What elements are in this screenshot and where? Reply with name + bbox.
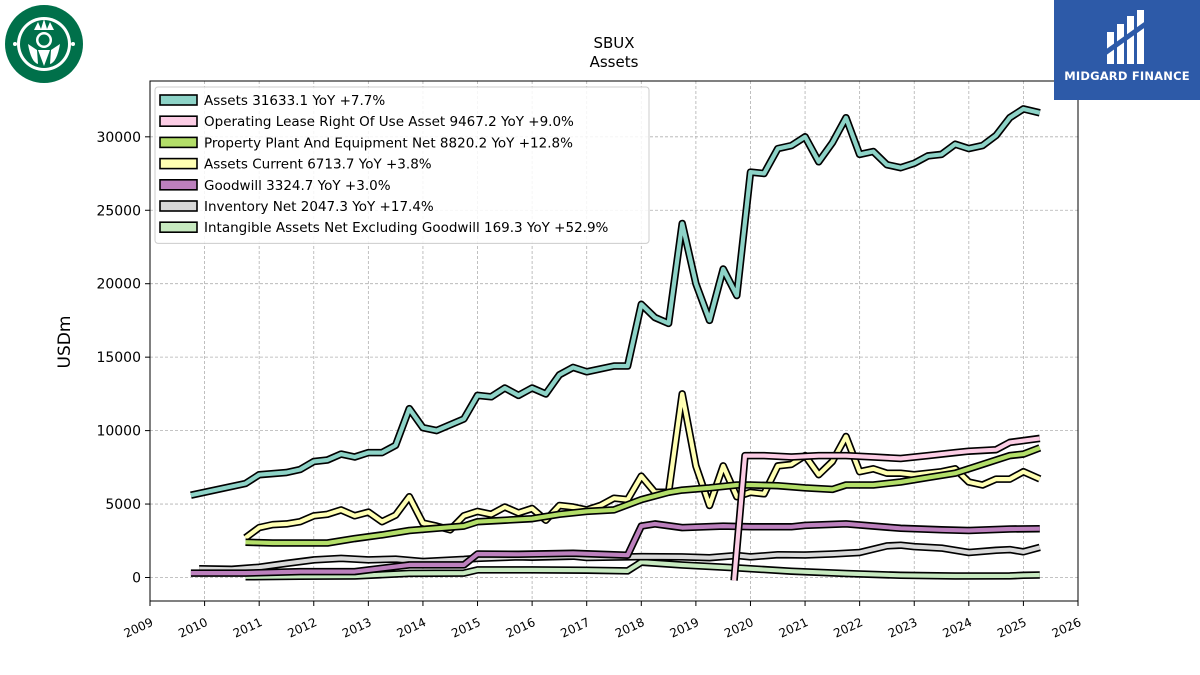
legend-box (154, 86, 650, 244)
x-tick-label: 2009 (122, 615, 156, 641)
legend-entry: Property Plant And Equipment Net 8820.2 … (204, 135, 573, 151)
chart-subtitle: Assets (590, 53, 639, 71)
series-line-inventory-net (199, 543, 1041, 572)
legend-entry: Assets Current 6713.7 YoY +3.8% (204, 157, 432, 173)
x-tick-label: 2017 (558, 615, 592, 641)
legend-entry: Goodwill 3324.7 YoY +3.0% (204, 178, 391, 194)
midgard-finance-logo (1101, 10, 1153, 72)
y-axis: 0 5000 10000 15000 20000 25000 30000 (96, 130, 150, 586)
series-line-property-plant-and-equipment-net (245, 445, 1041, 546)
y-axis-label: USDm (55, 316, 75, 369)
legend-swatch (159, 200, 198, 212)
y-tick-label: 15000 (96, 350, 141, 366)
series-line-assets-current (244, 391, 1041, 540)
y-tick-label: 5000 (105, 497, 141, 513)
x-tick-label: 2014 (395, 615, 429, 641)
x-tick-label: 2025 (995, 615, 1029, 641)
publisher-badge: MIDGARD FINANCE (1054, 0, 1200, 100)
x-tick-label: 2010 (176, 615, 210, 641)
x-tick-label: 2022 (831, 615, 865, 641)
legend-swatch (159, 221, 198, 233)
x-tick-label: 2026 (1050, 615, 1084, 641)
x-tick-label: 2023 (886, 615, 920, 641)
publisher-name: MIDGARD FINANCE (1064, 69, 1190, 83)
legend-swatch (159, 115, 198, 127)
x-tick-label: 2013 (340, 615, 374, 641)
legend-entry: Assets 31633.1 YoY +7.7% (204, 93, 385, 109)
y-tick-label: 30000 (96, 130, 141, 146)
legend-swatch (159, 136, 198, 149)
legend-swatch (159, 157, 198, 170)
x-axis: 2009 2010 2011 2012 2013 2014 2015 2016 2017 2018… (122, 601, 1084, 641)
legend-entry: Operating Lease Right Of Use Asset 9467.… (204, 114, 574, 130)
series-line-intangible-assets-net-excluding-goodwill (245, 560, 1040, 579)
x-tick-label: 2019 (668, 615, 702, 641)
y-tick-label: 25000 (96, 203, 141, 219)
x-tick-label: 2016 (504, 615, 538, 641)
x-tick-label: 2020 (722, 615, 756, 641)
y-tick-label: 20000 (96, 277, 141, 293)
series-layer (190, 105, 1042, 581)
x-tick-label: 2024 (940, 615, 974, 641)
legend-entry: Intangible Assets Net Excluding Goodwill… (204, 220, 609, 236)
legend-swatch (159, 94, 198, 106)
legend-entry: Inventory Net 2047.3 YoY +17.4% (204, 199, 434, 215)
x-tick-label: 2021 (777, 615, 811, 641)
series-line-goodwill (190, 521, 1040, 576)
plot-frame (149, 80, 1079, 602)
x-tick-label: 2011 (231, 615, 265, 641)
x-tick-label: 2015 (449, 615, 483, 641)
starbucks-siren-logo (4, 4, 88, 92)
series-line-assets (190, 106, 1041, 498)
series-line-operating-lease-right-of-use-asset (732, 436, 1041, 581)
series-outline-assets-current (243, 390, 1042, 541)
y-tick-label: 0 (132, 570, 141, 586)
chart-title: SBUX (593, 34, 634, 52)
legend-swatch (159, 179, 198, 191)
y-tick-label: 10000 (96, 424, 141, 440)
legend: Assets 31633.1 YoY +7.7% Operating Lease … (154, 86, 650, 244)
x-tick-label: 2012 (285, 615, 319, 641)
x-tick-label: 2018 (613, 615, 647, 641)
